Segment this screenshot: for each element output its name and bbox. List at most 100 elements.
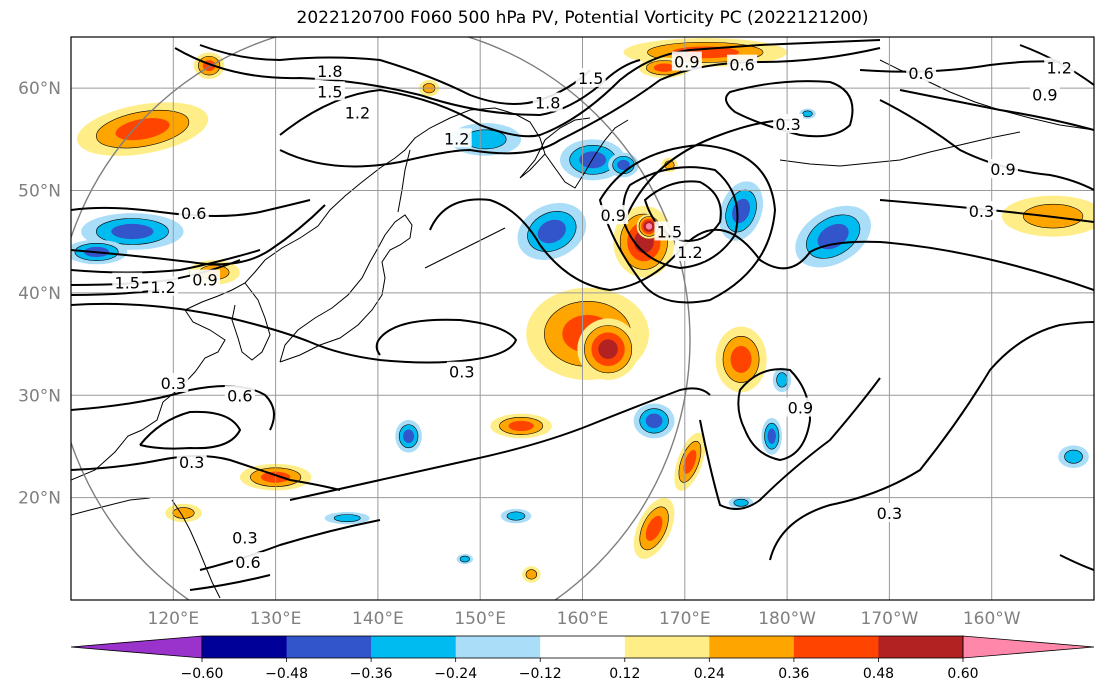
pv-anomaly-level	[460, 556, 470, 563]
pv-anomaly-outline	[802, 110, 813, 118]
contour-label: 0.3	[775, 115, 800, 134]
pv-anomaly-level	[1064, 450, 1083, 464]
coastline-korea	[231, 282, 271, 361]
colorbar-tick-label: 0.36	[778, 666, 809, 682]
pv-anomaly-22	[761, 417, 782, 455]
pv-anomaly-outline	[525, 569, 538, 580]
pv-anomaly-outline	[1064, 449, 1083, 464]
contour-0-3-sw	[139, 410, 242, 450]
contour-label-bg	[773, 114, 804, 134]
pv-anomaly-18	[490, 413, 552, 439]
lat-tick-label: 20°N	[18, 489, 61, 509]
contour-label-bg	[441, 128, 472, 148]
lon-tick-label: 130°E	[250, 609, 302, 629]
lon-tick-label: 120°E	[147, 609, 199, 629]
colorbar-segment	[540, 636, 626, 658]
contour-label-bg	[987, 159, 1018, 179]
pv-anomaly-outline	[722, 336, 760, 383]
contour-label: 0.9	[674, 53, 699, 72]
contour-label: 1.8	[535, 94, 560, 113]
contour-label-bg	[785, 397, 816, 417]
contour-label-bg	[342, 102, 373, 122]
pv-anomaly-outline	[647, 41, 764, 63]
lon-tick-label: 140°E	[352, 609, 404, 629]
pv-anomaly-outline	[584, 325, 633, 374]
colorbar-segment	[709, 636, 795, 658]
pv-anomaly-level	[653, 63, 675, 72]
colorbar: −0.60 −0.48 −0.36 −0.24 −0.12 0.12 0.24 0.36 0.4…	[70, 635, 1095, 682]
contour-0-6-south	[699, 377, 881, 510]
contour-0-9-south-loop	[737, 368, 812, 462]
contour-0-9-cutoff	[598, 143, 777, 304]
pv-anomaly-3	[81, 213, 184, 250]
pv-anomaly-25	[165, 503, 202, 523]
contour-label-bg	[446, 361, 477, 381]
contour-label: 0.6	[729, 56, 754, 75]
colorbar-tick-label: 0.48	[863, 666, 894, 682]
contour-label: 0.9	[1032, 85, 1057, 104]
contour-label-bg	[575, 67, 606, 87]
contour-1-2-north	[279, 39, 881, 138]
pv-anomaly-level	[598, 339, 618, 360]
contour-0-3-right-low	[1059, 554, 1094, 571]
pv-anomaly-level	[403, 429, 415, 443]
pv-anomaly-14	[577, 318, 639, 380]
contour-label: 1.5	[115, 274, 140, 293]
contour-label: 0.3	[232, 529, 257, 548]
contour-0-3-sw-low	[199, 519, 381, 571]
contour-label: 1.2	[444, 129, 469, 148]
colorbar-segment	[371, 636, 457, 658]
contour-label-bg	[229, 527, 260, 547]
range-circle	[71, 37, 691, 600]
contour-label: 0.9	[990, 160, 1015, 179]
pv-anomaly-17	[395, 419, 422, 453]
pv-anomaly-7	[517, 203, 587, 260]
contour-label-bg	[532, 92, 563, 112]
pv-anomaly-level	[683, 449, 697, 474]
pv-anomaly-level	[507, 511, 526, 521]
pv-anomaly-outline	[527, 211, 577, 252]
contour-label: 1.5	[317, 82, 342, 101]
contour-label: 0.3	[161, 374, 186, 393]
contour-0-3-low	[71, 455, 341, 491]
pv-anomaly-outline	[678, 440, 702, 483]
contour-label-bg	[671, 51, 702, 71]
colorbar-tick-label: −0.48	[265, 666, 308, 682]
contour-label-bg	[314, 60, 345, 80]
pv-anomaly-outline	[619, 213, 668, 270]
pv-anomaly-outline	[639, 506, 669, 551]
pv-anomaly-level	[733, 499, 749, 507]
pv-anomaly-outline	[459, 555, 470, 563]
pv-anomaly-outline	[95, 218, 169, 245]
contour-label-bg	[598, 205, 629, 225]
pv-anomaly-2	[76, 102, 209, 156]
contour-label-bg	[674, 241, 705, 261]
contour-label-bg	[727, 54, 758, 74]
pv-anomaly-level	[802, 110, 813, 117]
contour-label-bg	[176, 451, 207, 471]
longitude-tick-labels: 120°E 130°E 140°E 150°E 160°E 170°E 180°W 170°W…	[147, 609, 1020, 629]
contour-0-6-trough	[429, 198, 1094, 292]
colorbar-segment	[624, 636, 710, 658]
colorbar-extend-min	[70, 635, 203, 659]
contour-0-6-central	[289, 387, 711, 501]
contour-label: 0.6	[235, 553, 260, 572]
pv-anomaly-35	[456, 553, 474, 565]
lat-tick-label: 30°N	[18, 386, 61, 406]
contour-label-bg	[190, 269, 221, 289]
contour-0-3-se	[769, 321, 1094, 561]
contour-label: 0.6	[181, 204, 206, 223]
contour-0-6-north	[859, 60, 1061, 73]
contour-label-bg	[148, 276, 179, 296]
map-panel[interactable]: 1.81.51.21.21.81.50.9 0.6 0.6 1.20.90.30.90…	[54, 22, 1104, 658]
lon-tick-label: 170°W	[861, 609, 919, 629]
colorbar-tick-label: 0.60	[947, 666, 978, 682]
contour-labels: 1.81.51.21.21.81.50.9 0.6 0.6 1.20.90.30.90…	[112, 51, 1075, 572]
contour-label-bg	[1029, 84, 1060, 104]
pv-anomaly-37	[799, 108, 816, 119]
colorbar-segment	[455, 636, 541, 658]
pv-anomaly-27	[500, 508, 532, 524]
contour-label-bg	[1044, 57, 1075, 77]
pv-anomaly-outline	[74, 242, 119, 261]
